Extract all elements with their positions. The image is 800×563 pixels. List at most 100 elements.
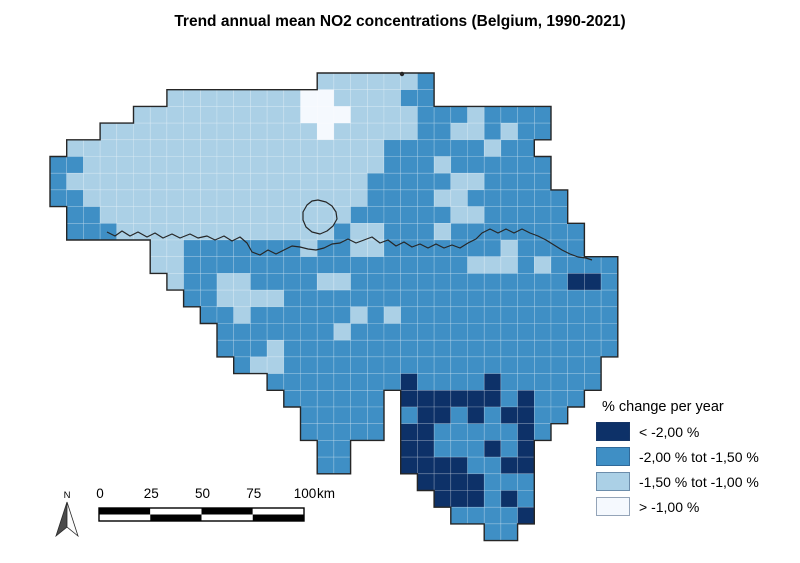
grid-cell <box>300 356 318 374</box>
grid-cell <box>483 406 502 425</box>
grid-cell <box>250 323 268 341</box>
grid-cell <box>533 389 552 408</box>
grid-cell <box>417 440 435 458</box>
grid-cell <box>433 389 452 408</box>
grid-cell <box>450 239 468 258</box>
grid-cell <box>383 323 402 341</box>
grid-cell <box>483 373 502 391</box>
grid-cell <box>350 122 368 141</box>
grid-cell <box>266 106 285 124</box>
grid-cell <box>266 256 285 274</box>
grid-cell <box>400 139 418 157</box>
legend-item-label: -2,00 % tot -1,50 % <box>639 448 759 465</box>
grid-cell <box>600 273 619 291</box>
grid-cell <box>433 456 452 475</box>
grid-cell <box>333 156 351 174</box>
grid-cell <box>467 373 485 391</box>
grid-cell <box>366 139 385 157</box>
grid-cell <box>533 289 552 308</box>
grid-cell <box>366 373 385 391</box>
grid-cell <box>149 172 168 191</box>
grid-cell <box>266 323 285 341</box>
grid-cell <box>467 172 485 191</box>
grid-cell <box>400 456 418 475</box>
grid-cell <box>600 306 619 324</box>
grid-cell <box>316 456 335 475</box>
grid-cell <box>517 473 535 491</box>
legend-item-label: < -2,00 % <box>639 423 700 440</box>
grid-cell <box>400 189 418 207</box>
grid-cell <box>450 456 468 475</box>
grid-cell <box>433 256 452 274</box>
grid-cell <box>433 223 452 241</box>
grid-cell <box>433 473 452 491</box>
grid-cell <box>417 139 435 157</box>
grid-cell <box>66 156 84 174</box>
grid-cell <box>233 172 251 191</box>
grid-cell <box>149 156 168 174</box>
grid-cell <box>233 306 251 324</box>
grid-cell <box>366 106 385 124</box>
grid-cell <box>433 440 452 458</box>
grid-cell <box>517 206 535 224</box>
grid-cell <box>166 206 184 224</box>
grid-cell <box>517 139 535 157</box>
grid-cell <box>66 206 84 224</box>
grid-cell <box>333 72 351 91</box>
grid-cell <box>99 189 118 207</box>
grid-cell <box>283 289 301 308</box>
grid-cell <box>350 339 368 358</box>
grid-cell <box>200 189 218 207</box>
grid-cell <box>533 106 552 124</box>
grid-cell <box>166 89 184 107</box>
grid-cell <box>500 389 518 408</box>
grid-cell <box>600 339 619 358</box>
grid-cell <box>300 306 318 324</box>
grid-cell <box>366 339 385 358</box>
grid-cell <box>517 456 535 475</box>
grid-cell <box>216 323 235 341</box>
grid-cell <box>567 306 585 324</box>
grid-cell <box>166 106 184 124</box>
grid-cell <box>350 389 368 408</box>
legend-swatch <box>596 497 630 516</box>
grid-cell <box>517 339 535 358</box>
scale-tick-label: 50 <box>194 486 211 501</box>
grid-cell <box>333 456 351 475</box>
grid-cell <box>200 239 218 258</box>
grid-cell <box>133 189 151 207</box>
grid-cell <box>49 189 68 207</box>
grid-cell <box>483 356 502 374</box>
grid-cell <box>567 289 585 308</box>
legend-item: < -2,00 % <box>596 422 759 441</box>
grid-cell <box>133 223 151 241</box>
grid-cell <box>500 122 518 141</box>
grid-cell <box>366 256 385 274</box>
grid-cell <box>350 223 368 241</box>
grid-cell <box>500 156 518 174</box>
grid-cell <box>517 356 535 374</box>
grid-cell <box>283 373 301 391</box>
grid-cell <box>316 89 335 107</box>
grid-cell <box>533 373 552 391</box>
grid-cell <box>216 289 235 308</box>
grid-cell <box>533 223 552 241</box>
grid-cell <box>517 289 535 308</box>
grid-cell <box>533 273 552 291</box>
grid-cell <box>500 456 518 475</box>
grid-cell <box>517 156 535 174</box>
grid-cell <box>250 106 268 124</box>
brussels-boundary <box>302 199 338 235</box>
grid-cell <box>350 106 368 124</box>
grid-cell <box>233 289 251 308</box>
grid-cell <box>316 356 335 374</box>
grid-cell <box>584 273 602 291</box>
grid-cell <box>250 256 268 274</box>
grid-cell <box>116 122 134 141</box>
grid-cell <box>83 156 101 174</box>
grid-cell <box>500 172 518 191</box>
grid-cell <box>400 122 418 141</box>
grid-cell <box>333 122 351 141</box>
grid-cell <box>333 289 351 308</box>
